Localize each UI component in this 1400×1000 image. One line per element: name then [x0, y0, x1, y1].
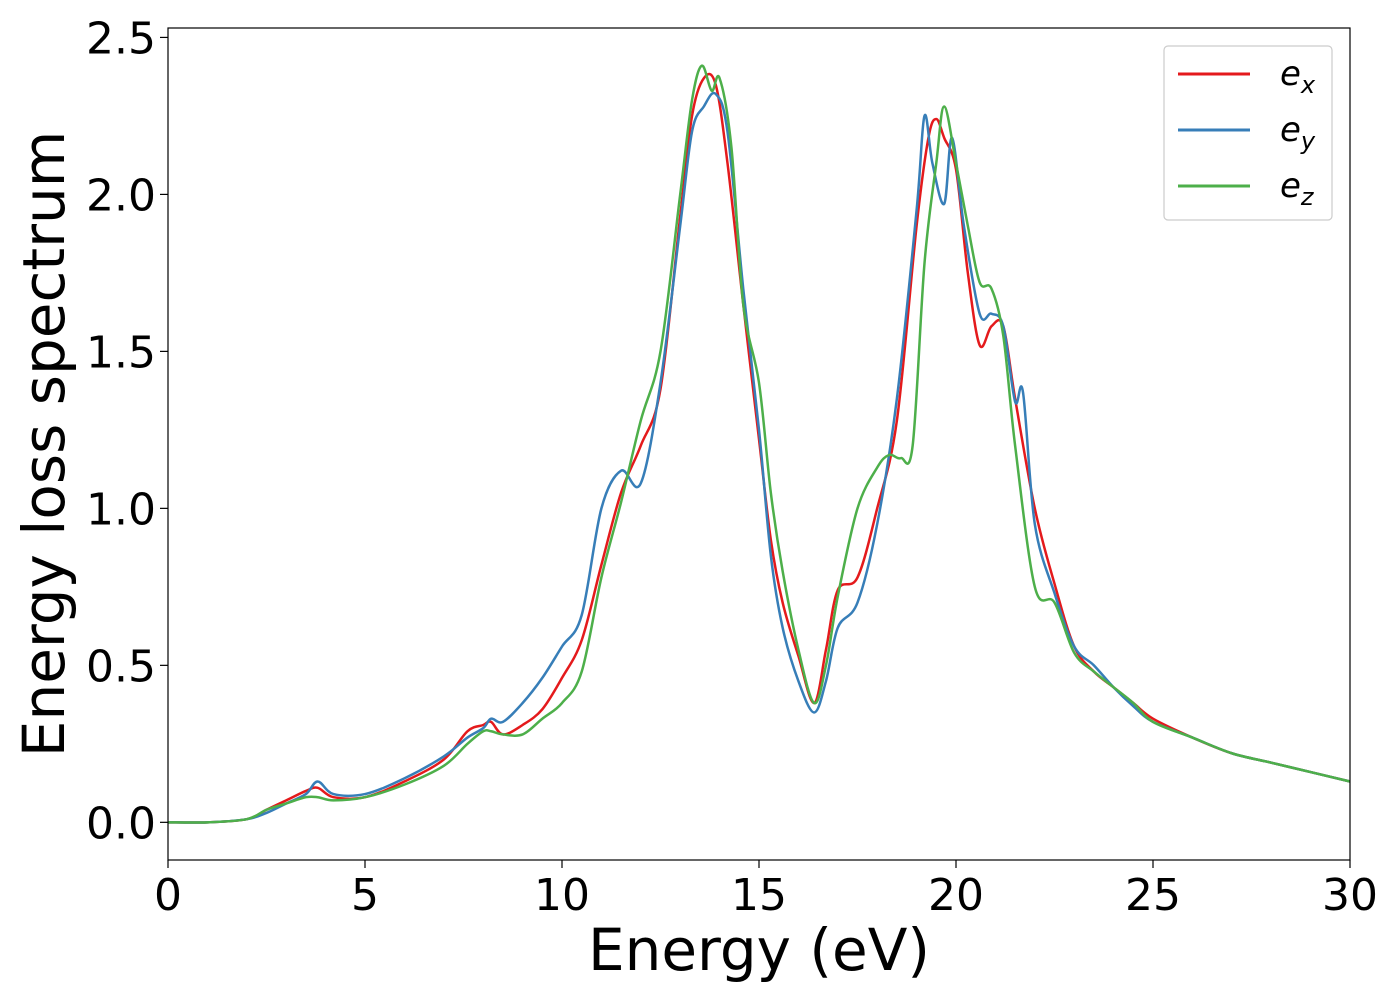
legend-label-x: ex [1280, 54, 1316, 99]
x-tick-label: 5 [351, 870, 379, 921]
x-tick-label: 30 [1322, 870, 1378, 921]
x-tick-label: 20 [928, 870, 984, 921]
series-line-z [167, 64, 1351, 824]
y-axis-title: Energy loss spectrum [10, 131, 78, 757]
y-tick-label: 1.5 [86, 327, 156, 378]
y-axis: 0.0 0.5 1.0 1.5 2.0 2.5 [86, 13, 168, 849]
series-line-x [167, 72, 1351, 824]
y-tick-label: 2.0 [86, 170, 156, 221]
x-axis: 0 5 10 15 20 25 30 [154, 860, 1378, 921]
series-line-y [167, 91, 1351, 824]
y-tick-label: 0.0 [86, 798, 156, 849]
y-tick-label: 2.5 [86, 13, 156, 64]
x-tick-label: 15 [731, 870, 787, 921]
y-tick-label: 1.0 [86, 484, 156, 535]
legend: ex ey ez [1163, 45, 1333, 221]
x-tick-label: 25 [1125, 870, 1181, 921]
x-tick-label: 0 [154, 870, 182, 921]
y-tick-label: 0.5 [86, 641, 156, 692]
x-tick-label: 10 [534, 870, 590, 921]
series-layer [167, 64, 1351, 824]
x-axis-title: Energy (eV) [588, 916, 930, 984]
legend-frame [1163, 45, 1333, 221]
legend-label-y: ey [1280, 110, 1316, 155]
legend-label-z: ez [1280, 166, 1315, 211]
